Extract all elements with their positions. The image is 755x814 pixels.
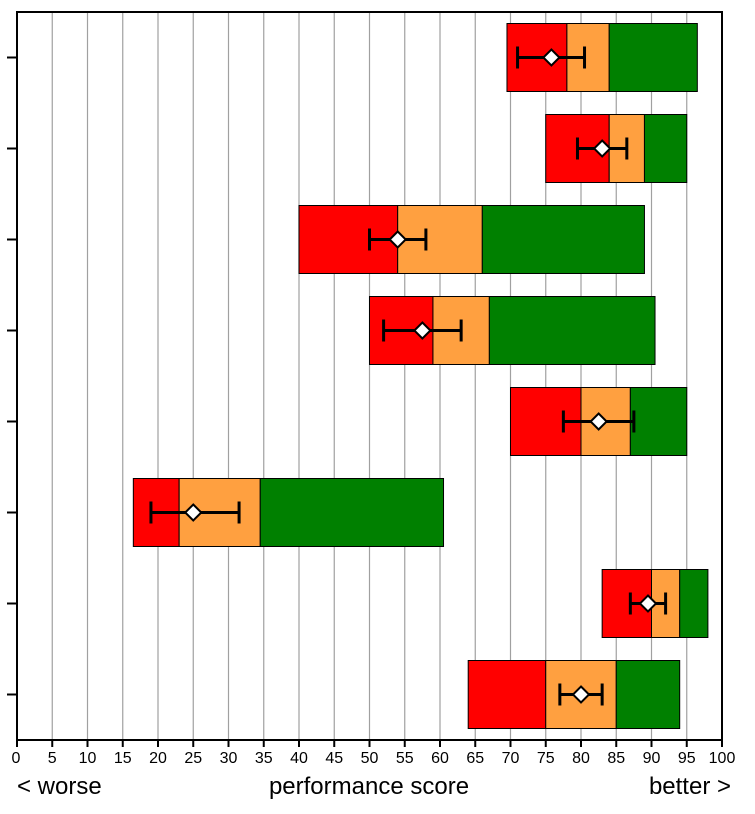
- x-tick-label: 75: [537, 750, 555, 767]
- bar-segment-orange: [545, 660, 617, 729]
- x-tick-label: 60: [431, 750, 449, 767]
- bars: [132, 23, 709, 729]
- x-tick-label: 45: [325, 750, 343, 767]
- bar-row: [369, 296, 656, 365]
- point-marker: [183, 503, 203, 522]
- bar-segment-green: [679, 569, 709, 638]
- x-tick-label: 20: [149, 750, 167, 767]
- bar-segment-green: [259, 478, 445, 547]
- x-axis-better-label: better >: [649, 773, 731, 800]
- x-tick-label: 5: [48, 750, 57, 767]
- bar-row: [506, 23, 698, 92]
- x-tick-label: 90: [643, 750, 661, 767]
- x-tick-label: 40: [290, 750, 308, 767]
- bar-row: [467, 660, 681, 729]
- x-tick-label: 70: [502, 750, 520, 767]
- x-tick-label: 55: [396, 750, 414, 767]
- bar-row: [510, 387, 688, 456]
- x-tick-label: 100: [709, 750, 736, 767]
- x-tick-label: 30: [220, 750, 238, 767]
- bar-segment-green: [608, 23, 698, 92]
- x-tick-label: 95: [678, 750, 696, 767]
- point-marker: [388, 230, 408, 249]
- point-marker: [638, 594, 658, 613]
- point-marker: [589, 412, 609, 431]
- bar-row: [132, 478, 445, 547]
- x-tick-label: 15: [114, 750, 132, 767]
- x-axis-title: performance score: [269, 773, 469, 800]
- bar-segment-red: [467, 660, 547, 729]
- x-tick-label: 35: [255, 750, 273, 767]
- point-marker: [412, 321, 432, 340]
- grid-lines: [51, 12, 688, 740]
- bar-segment-green: [629, 387, 688, 456]
- x-tick-label: 85: [607, 750, 625, 767]
- bar-row: [545, 114, 688, 183]
- bar-segment-green: [481, 205, 645, 274]
- bar-segment-green: [615, 660, 681, 729]
- x-tick-label: 25: [184, 750, 202, 767]
- x-tick-label: 10: [79, 750, 97, 767]
- bar-segment-green: [488, 296, 656, 365]
- x-tick-label: 0: [12, 750, 21, 767]
- x-tick-label: 80: [572, 750, 590, 767]
- x-tick-label: 50: [361, 750, 379, 767]
- x-axis-worse-label: < worse: [17, 773, 102, 800]
- axis-ticks: 0 5 10 15 20 25 30 35 40 45 50 55 60 65 70 75 80 85 90 95 10…: [7, 56, 736, 767]
- x-tick-label: 65: [466, 750, 484, 767]
- bar-row: [601, 569, 709, 638]
- point-marker: [571, 685, 591, 704]
- point-marker: [541, 48, 561, 67]
- bar-row: [298, 205, 645, 274]
- bar-segment-green: [643, 114, 688, 183]
- point-marker: [592, 139, 612, 158]
